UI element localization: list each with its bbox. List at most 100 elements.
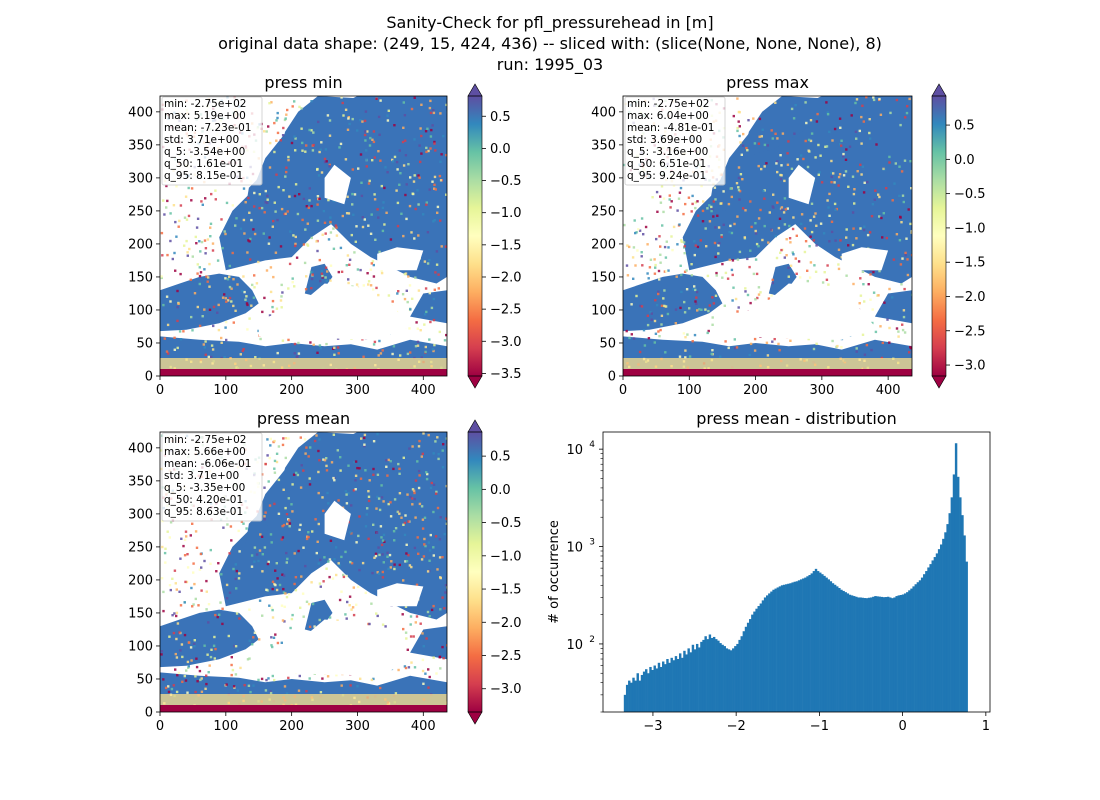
map-cell [869, 273, 872, 276]
map-cell [206, 280, 209, 283]
map-cell [198, 274, 202, 278]
map-cell [432, 318, 436, 322]
map-cell [325, 160, 328, 163]
map-cell [401, 293, 405, 296]
map-cell [720, 234, 723, 237]
map-cell [861, 333, 865, 336]
map-cell [164, 547, 167, 550]
map-cell [339, 456, 342, 459]
map-cell [749, 342, 753, 346]
map-cell [780, 206, 784, 209]
map-cell [346, 254, 350, 257]
map-cell [768, 211, 771, 214]
colorbar-extend-top [931, 83, 947, 97]
map-cell [282, 189, 285, 192]
map-cell [862, 228, 866, 232]
map-cell [183, 216, 187, 219]
map-cell [423, 543, 426, 546]
map-cell [430, 481, 433, 485]
colorbar-tick-label: −2.0 [490, 616, 522, 631]
map-cell [378, 133, 381, 136]
map-cell [872, 98, 876, 102]
map-cell [421, 632, 424, 635]
map-cell [825, 278, 829, 281]
map-cell [281, 134, 285, 137]
map-cell [252, 228, 255, 231]
map-cell [354, 460, 358, 463]
map-cell [306, 535, 309, 538]
map-cell [792, 117, 796, 120]
map-cell [195, 242, 198, 245]
map-cell [654, 332, 658, 335]
histogram-bar [901, 594, 905, 712]
map-cell [345, 617, 348, 620]
map-cell [283, 685, 287, 688]
colorbar-tick-label: −3.0 [490, 335, 522, 350]
map-cell [404, 605, 408, 608]
map-cell [311, 273, 314, 276]
map-cell [737, 110, 741, 114]
map-cell [700, 308, 703, 311]
map-cell [335, 674, 338, 677]
map-cell [169, 212, 172, 215]
map-cell [904, 251, 907, 255]
map-cell [740, 153, 743, 156]
map-cell [193, 582, 196, 586]
map-cell [372, 523, 375, 526]
map-cell [239, 666, 242, 670]
map-cell [224, 326, 227, 329]
map-cell [403, 665, 407, 668]
map-cell [228, 285, 232, 289]
map-cell [340, 590, 343, 593]
map-cell [228, 552, 231, 555]
map-cell [732, 286, 735, 289]
map-cell [357, 585, 360, 589]
map-cell [258, 549, 262, 552]
map-cell [372, 440, 376, 443]
map-cell [194, 675, 197, 678]
map-cell [377, 150, 380, 153]
map-cell [754, 229, 757, 233]
map-cell [909, 345, 912, 349]
map-cell [221, 296, 225, 299]
map-cell [427, 668, 430, 671]
colorbar-tick-label: −3.5 [490, 367, 522, 382]
map-cell [439, 112, 442, 115]
map-cell [720, 235, 723, 239]
map-cell [369, 284, 373, 287]
map-cell [706, 207, 709, 210]
map-cell [233, 644, 236, 648]
map-cell [384, 166, 387, 169]
map-cell [328, 119, 332, 122]
map-cell [212, 644, 216, 647]
map-cell [293, 342, 297, 346]
map-cell [165, 206, 168, 209]
map-cell [744, 290, 747, 293]
map-cell [232, 321, 235, 324]
colorbar-tick-label: −1.5 [490, 583, 522, 598]
histogram-bar [782, 584, 786, 712]
map-cell [693, 285, 696, 288]
map-cell [367, 224, 370, 227]
map-cell [842, 152, 845, 156]
map-cell [438, 656, 441, 659]
histogram-bar [725, 648, 729, 712]
map-cell [250, 304, 253, 307]
map-cell [855, 350, 858, 353]
map-cell [409, 176, 412, 179]
map-cell [868, 131, 871, 135]
map-cell [277, 478, 281, 482]
map-cell [186, 254, 189, 257]
map-cell [630, 303, 633, 306]
map-cell [380, 484, 383, 487]
map-cell [835, 207, 838, 211]
map-cell [358, 515, 361, 518]
map-cell [205, 682, 208, 686]
map-cell [425, 203, 428, 206]
map-cell [715, 271, 718, 275]
map-cell [234, 577, 237, 581]
map-cell [206, 653, 209, 656]
map-cell [718, 242, 721, 245]
map-cell [900, 170, 904, 173]
histogram-bar [755, 608, 758, 712]
